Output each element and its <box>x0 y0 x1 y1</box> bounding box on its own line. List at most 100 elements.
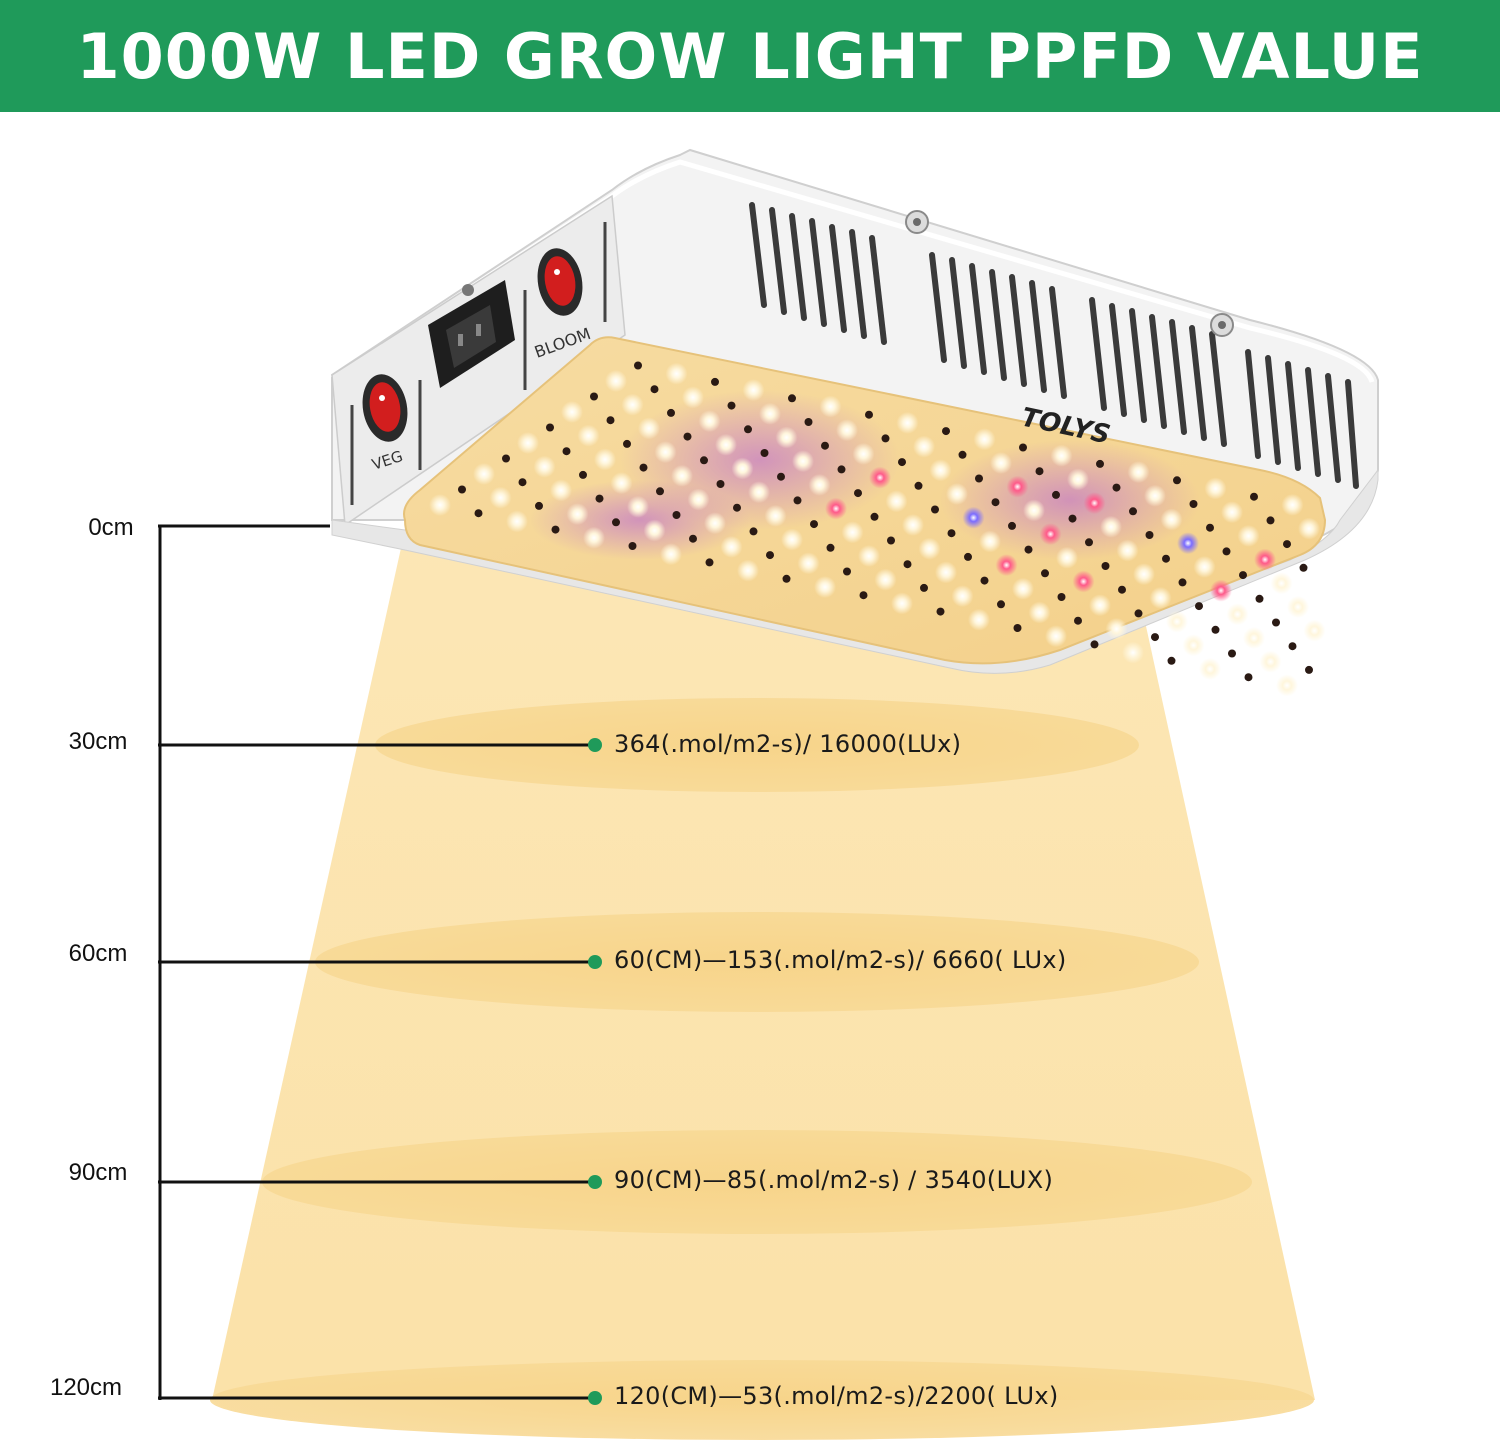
led-chip <box>621 393 644 416</box>
vent-hole <box>1118 585 1126 594</box>
led-chip <box>638 417 660 440</box>
led-chip <box>1276 674 1298 697</box>
led-chip <box>1023 499 1045 522</box>
led-chip <box>561 401 583 423</box>
vent-hole <box>782 574 791 583</box>
led-chip <box>995 554 1018 577</box>
vent-hole <box>760 449 769 457</box>
distance-label-120cm: 120cm <box>49 1374 123 1401</box>
led-chip <box>973 428 996 451</box>
led-chip <box>896 411 919 434</box>
led-chip <box>489 486 512 509</box>
vent-hole <box>1266 516 1275 525</box>
led-chip <box>731 457 754 480</box>
led-chip <box>792 450 814 473</box>
vent-hole <box>1101 562 1110 570</box>
grow-light-fixture: TOLYS VEG BLOOM <box>330 148 1379 697</box>
vent-hole <box>672 511 681 519</box>
led-chip <box>1006 475 1029 498</box>
led-chip <box>968 608 990 631</box>
led-chip <box>1281 493 1304 516</box>
vent-hole <box>837 465 846 474</box>
vent-hole <box>914 481 923 490</box>
vent-hole <box>612 518 620 527</box>
vent-hole <box>667 408 675 417</box>
led-chip <box>517 432 539 454</box>
vent-hole <box>700 456 708 465</box>
vent-hole <box>1151 633 1159 642</box>
vent-hole <box>590 392 598 401</box>
led-chip <box>1122 641 1144 664</box>
led-chip <box>720 535 743 558</box>
vent-hole <box>793 496 802 505</box>
light-ring-30cm <box>375 698 1139 792</box>
led-chip <box>1177 532 1199 555</box>
led-chip <box>781 528 803 551</box>
vent-hole <box>749 527 758 536</box>
ppfd-reading-30cm: 364(.mol/m2-s)/ 16000(LUx) <box>614 730 962 758</box>
led-chip <box>874 568 897 591</box>
vent-hole <box>942 427 950 436</box>
vent-hole <box>1167 656 1176 665</box>
led-chip <box>1160 508 1183 531</box>
vent-hole <box>1041 569 1049 578</box>
led-chip <box>852 442 875 465</box>
vent-hole <box>1305 665 1313 674</box>
ppfd-reading-90cm: 90(CM)—85(.mol/m2-s) / 3540(LUX) <box>614 1166 1054 1194</box>
led-chip <box>913 435 935 458</box>
vent-hole <box>716 480 725 488</box>
vent-hole <box>859 591 868 600</box>
led-chip <box>1089 594 1111 617</box>
vent-hole <box>1272 618 1280 627</box>
led-chip <box>902 514 924 536</box>
led-chip <box>594 448 616 471</box>
led-chip <box>962 506 985 529</box>
led-chip <box>1133 563 1155 586</box>
led-chip <box>698 410 721 433</box>
led-chip <box>1237 524 1260 547</box>
led-chip <box>819 395 842 418</box>
vent-hole <box>1244 673 1253 682</box>
vent-hole <box>1222 547 1231 556</box>
vent-hole <box>579 470 587 479</box>
led-chip <box>429 494 451 516</box>
vent-hole <box>634 361 642 370</box>
led-chip <box>836 419 858 442</box>
led-chip <box>682 386 704 409</box>
vent-hole <box>744 425 752 434</box>
led-chip <box>742 379 765 402</box>
vent-hole <box>920 583 928 592</box>
led-chip <box>577 424 600 447</box>
vent-hole <box>1178 578 1187 587</box>
marker-dot-120cm <box>588 1391 602 1405</box>
title-banner: 1000W LED GROW LIGHT PPFD VALUE <box>0 0 1500 112</box>
led-chip <box>858 545 880 567</box>
led-chip <box>1056 546 1078 569</box>
led-chip <box>1105 617 1128 640</box>
marker-dot-60cm <box>588 955 602 969</box>
led-chip <box>610 472 633 495</box>
distance-label-60cm: 60cm <box>68 940 128 967</box>
vent-hole <box>518 478 527 487</box>
vent-hole <box>997 600 1005 609</box>
led-chip <box>748 481 770 504</box>
led-chip <box>627 495 649 518</box>
marker-dot-30cm <box>588 738 602 752</box>
vent-hole <box>683 432 692 441</box>
vent-hole <box>711 377 719 386</box>
led-chip <box>583 526 605 549</box>
led-chip <box>1127 461 1150 484</box>
led-chip <box>918 537 941 560</box>
power-socket-icon <box>428 280 515 388</box>
vent-hole <box>1239 571 1247 580</box>
page-title: 1000W LED GROW LIGHT PPFD VALUE <box>76 19 1424 93</box>
vent-hole <box>705 558 714 567</box>
vent-hole <box>639 463 648 472</box>
vent-hole <box>689 534 697 543</box>
vent-hole <box>881 434 890 443</box>
led-chip <box>1100 515 1122 538</box>
led-chip <box>1149 586 1172 609</box>
vent-hole <box>854 489 862 498</box>
vent-hole <box>804 418 813 426</box>
